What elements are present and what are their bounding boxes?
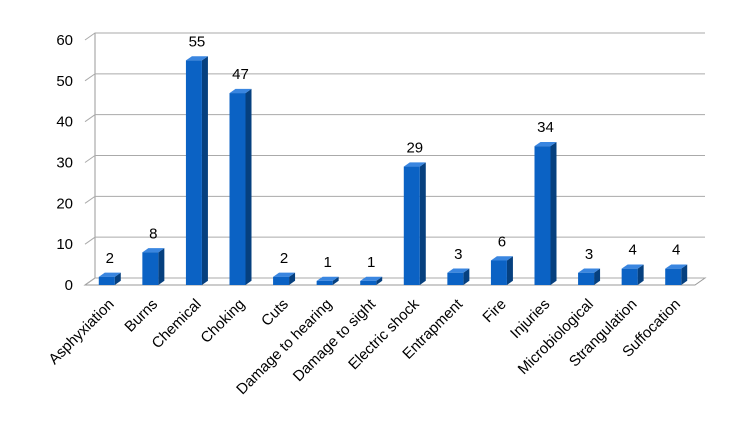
bar-top <box>98 272 121 277</box>
y-tick-label: 10 <box>56 236 73 253</box>
bar-top <box>621 264 644 269</box>
bar <box>403 166 420 285</box>
bar-side <box>681 264 688 285</box>
grid-line <box>84 236 705 245</box>
bar-side <box>506 256 513 285</box>
data-label: 29 <box>406 140 423 157</box>
data-label: 47 <box>232 66 249 83</box>
bar <box>98 276 115 285</box>
grid-line <box>84 114 705 123</box>
x-tick-label: Microbiological <box>515 296 597 378</box>
bar-side <box>376 276 383 285</box>
bar-top <box>229 88 252 94</box>
bar-side <box>419 162 426 285</box>
bar <box>229 93 246 285</box>
bar <box>273 276 290 285</box>
y-tick-label: 0 <box>65 277 73 294</box>
grid-line <box>84 32 705 41</box>
y-tick-label: 60 <box>56 32 73 49</box>
y-tick-label: 40 <box>56 114 73 131</box>
bar-top <box>578 268 601 273</box>
bar-top <box>490 256 513 261</box>
y-tick-label: 20 <box>56 195 73 212</box>
bar-top <box>316 276 339 281</box>
bar <box>316 280 333 285</box>
data-label: 1 <box>323 254 331 271</box>
data-label: 3 <box>585 246 593 263</box>
data-label: 4 <box>628 242 636 259</box>
data-label: 2 <box>280 250 288 267</box>
bar-side <box>594 268 601 285</box>
x-tick-label: Choking <box>197 296 248 347</box>
data-label: 2 <box>106 250 114 267</box>
bar-top <box>447 268 470 273</box>
x-tick-label: Fire <box>479 296 509 326</box>
data-label: 34 <box>537 119 554 136</box>
grid-line <box>84 73 705 82</box>
data-label: 4 <box>672 242 680 259</box>
data-label: 3 <box>454 246 462 263</box>
x-tick-label: Cuts <box>258 296 292 330</box>
bar <box>447 272 464 285</box>
bar-top <box>142 248 165 253</box>
bar-side <box>245 88 252 285</box>
bar-side <box>637 264 644 285</box>
bar <box>185 60 202 285</box>
bar-side <box>201 56 208 285</box>
bar <box>621 268 638 285</box>
grid-line <box>84 195 705 204</box>
bar-top <box>403 162 426 167</box>
bar <box>534 146 551 285</box>
bar-side <box>289 272 296 285</box>
bar <box>142 252 159 285</box>
bar <box>578 272 595 285</box>
data-label: 55 <box>189 33 206 50</box>
x-tick-label: Burns <box>121 296 161 336</box>
bar-top <box>185 56 208 61</box>
data-label: 6 <box>498 234 506 251</box>
grid-line <box>84 155 705 163</box>
bar-top <box>360 276 383 281</box>
bar-side <box>550 141 557 285</box>
x-tick-label: Asphyxiation <box>45 296 117 368</box>
bar-side <box>332 276 339 285</box>
data-label: 8 <box>149 225 157 242</box>
bar-top <box>534 141 557 147</box>
data-label: 1 <box>367 254 375 271</box>
bar-top <box>273 272 296 277</box>
bar <box>360 280 377 285</box>
bar <box>665 268 682 285</box>
floor <box>83 277 707 286</box>
y-tick-label: 30 <box>56 155 73 172</box>
bar <box>490 260 507 285</box>
bar-side <box>158 248 165 285</box>
grid-line <box>84 277 705 286</box>
bar-side <box>463 268 470 285</box>
y-tick-label: 50 <box>56 73 73 90</box>
bar-top <box>665 264 688 269</box>
bar-side <box>114 272 121 285</box>
